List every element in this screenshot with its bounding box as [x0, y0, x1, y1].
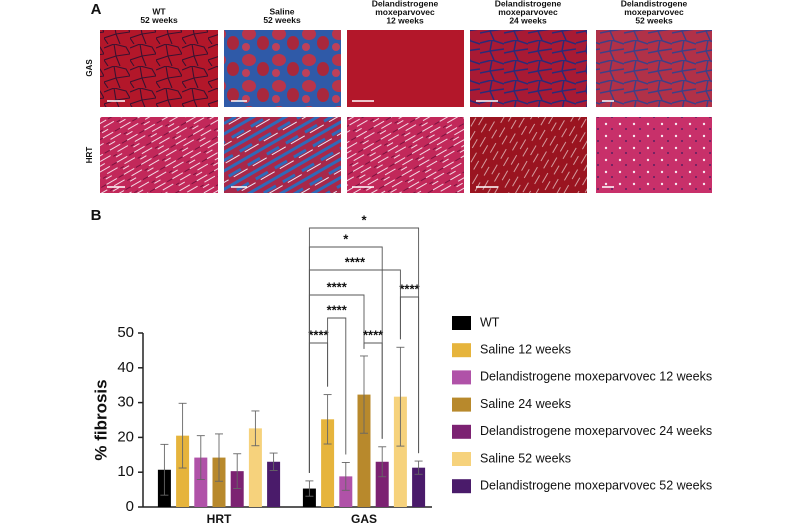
x-tick-label: GAS: [351, 512, 377, 526]
error-bar: [196, 435, 205, 480]
legend-label: Saline 24 weeks: [480, 397, 571, 411]
legend-swatch: [452, 397, 471, 412]
bar: [194, 457, 208, 507]
legend-label: Delandistrogene moxeparvovec 52 weeks: [480, 478, 712, 492]
bar: [248, 428, 262, 507]
legend-label: WT: [480, 315, 500, 329]
legend-swatch: [452, 316, 471, 330]
significance-label: ****: [363, 327, 384, 342]
error-bar: [360, 355, 368, 434]
significance-label: ****: [327, 279, 348, 294]
row-label: HRT: [85, 147, 94, 164]
error-bar: [269, 452, 278, 471]
legend-swatch: [452, 424, 471, 439]
y-tick-label: 20: [117, 428, 134, 445]
bar: [230, 471, 244, 507]
column-header: moxeparvovec: [498, 7, 558, 17]
significance-label: *: [343, 231, 349, 246]
panel-label: A: [91, 1, 102, 18]
column-header: Saline: [269, 6, 294, 16]
bar: [393, 396, 407, 507]
significance-label: *: [361, 212, 367, 227]
legend-label: Saline 12 weeks: [480, 342, 571, 356]
significance-label: ****: [308, 327, 329, 342]
error-bar: [215, 433, 223, 482]
y-tick-label: 0: [126, 498, 134, 515]
error-bar: [178, 402, 187, 469]
bar: [267, 461, 281, 507]
column-header: moxeparvovec: [375, 7, 435, 17]
error-bar: [251, 410, 260, 447]
error-bar: [378, 446, 387, 478]
column-header: Delandistrogene: [495, 0, 562, 8]
legend-swatch: [452, 452, 471, 466]
row-label: GAS: [85, 59, 94, 77]
y-tick-label: 40: [117, 359, 134, 376]
bar: [339, 476, 353, 507]
bar: [375, 461, 389, 507]
column-header: Delandistrogene: [372, 0, 439, 8]
column-header: 52 weeks: [140, 15, 178, 25]
significance-label: ****: [327, 302, 348, 317]
legend-swatch: [452, 479, 471, 494]
significance-label: ****: [345, 254, 366, 269]
y-tick-label: 50: [117, 324, 134, 341]
y-tick-label: 10: [117, 463, 134, 480]
significance-bracket: [327, 317, 347, 455]
y-axis-label: % fibrosis: [91, 379, 110, 460]
column-header: 52 weeks: [263, 15, 301, 25]
significance-bracket: [308, 227, 420, 473]
significance-bracket: [308, 294, 365, 473]
error-bar: [305, 480, 314, 497]
bar: [357, 394, 371, 507]
column-header: WT: [152, 6, 166, 16]
error-bar: [323, 394, 332, 445]
significance-label: ****: [399, 281, 420, 296]
bar: [212, 457, 226, 507]
column-header: 24 weeks: [509, 15, 547, 25]
panel-label: B: [91, 207, 102, 224]
column-header: Delandistrogene: [621, 0, 688, 8]
error-bar: [160, 443, 169, 496]
panel-a-images: [100, 30, 712, 193]
x-tick-label: HRT: [207, 512, 232, 526]
legend-swatch: [452, 343, 471, 358]
error-bar: [233, 453, 242, 490]
column-header: moxeparvovec: [624, 7, 684, 17]
error-bar: [414, 460, 423, 475]
column-header: 52 weeks: [635, 15, 673, 25]
legend-label: Delandistrogene moxeparvovec 24 weeks: [480, 424, 712, 438]
bar: [321, 419, 335, 507]
y-tick-label: 30: [117, 394, 134, 411]
error-bar: [396, 346, 405, 447]
bar: [412, 467, 426, 507]
error-bar: [341, 462, 350, 491]
legend-label: Saline 52 weeks: [480, 451, 571, 465]
bar: [176, 435, 190, 507]
legend-swatch: [452, 370, 471, 385]
legend-label: Delandistrogene moxeparvovec 12 weeks: [480, 370, 712, 384]
bar: [302, 488, 316, 507]
column-header: 12 weeks: [386, 15, 424, 25]
